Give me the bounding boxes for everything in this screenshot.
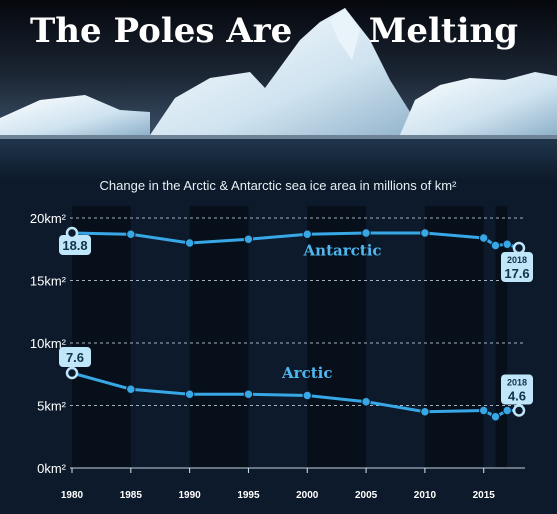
- end-point-marker: [512, 241, 526, 255]
- data-point: [479, 405, 489, 416]
- iceberg-photo: [0, 0, 557, 180]
- end-year-label: 2018: [507, 378, 527, 388]
- end-value-box: [501, 252, 533, 282]
- start-point-marker: [65, 226, 79, 240]
- end-year-label: 2018: [507, 255, 527, 265]
- data-point: [490, 240, 501, 251]
- data-point: [126, 384, 136, 394]
- y-tick-label: 10km²: [30, 336, 67, 351]
- series-name-label: Antarctic: [303, 242, 382, 260]
- end-point-marker: [512, 404, 526, 417]
- y-tick-label: 0km²: [37, 461, 67, 476]
- data-point: [502, 405, 512, 416]
- x-tick-label: 1990: [179, 490, 202, 501]
- data-point: [479, 233, 489, 243]
- year-bands: [72, 206, 508, 468]
- start-value-box: [59, 235, 91, 255]
- data-point: [420, 228, 430, 238]
- year-band: [495, 206, 508, 468]
- x-tick-label: 1980: [61, 490, 84, 501]
- x-tick-label: 2015: [473, 490, 496, 501]
- end-value-label: 4.6: [508, 389, 526, 404]
- series-name-label: Arctic: [281, 364, 332, 382]
- data-point: [184, 389, 195, 399]
- y-axis: 0km² 5km² 10km² 15km² 20km²: [30, 211, 67, 476]
- start-point-marker: [65, 366, 79, 380]
- start-value-label: 18.8: [62, 238, 87, 253]
- data-point: [243, 389, 254, 399]
- y-tick-label: 5km²: [37, 399, 67, 414]
- year-band: [307, 206, 367, 468]
- start-value-box: [59, 347, 91, 367]
- data-point: [361, 228, 371, 238]
- data-point: [302, 229, 312, 239]
- data-point: [361, 397, 371, 407]
- end-value-box: [501, 374, 533, 405]
- y-tick-label: 15km²: [30, 274, 67, 289]
- data-point: [302, 390, 312, 401]
- data-point: [243, 234, 254, 244]
- gridlines: [70, 217, 525, 469]
- start-value-label: 7.6: [66, 350, 84, 365]
- data-point: [126, 229, 136, 239]
- x-tick-label: 1995: [237, 490, 260, 501]
- page-title-left: The Poles Are: [30, 11, 292, 51]
- end-value-label: 17.6: [504, 266, 529, 281]
- x-axis: 1980 1985 1990 1995 2000 2005 2010 2015: [61, 468, 495, 501]
- page-title-right: Melting: [369, 11, 518, 51]
- x-tick-label: 2010: [414, 490, 437, 501]
- data-point: [502, 239, 512, 249]
- data-point: [490, 412, 501, 422]
- year-band: [424, 206, 484, 468]
- data-point: [184, 238, 195, 248]
- y-tick-label: 20km²: [30, 211, 67, 226]
- x-tick-label: 2005: [355, 490, 378, 501]
- x-tick-label: 1985: [120, 490, 143, 501]
- data-point: [420, 407, 430, 417]
- x-tick-label: 2000: [296, 490, 319, 501]
- year-band: [189, 206, 249, 468]
- chart-subtitle: Change in the Arctic & Antarctic sea ice…: [100, 178, 458, 193]
